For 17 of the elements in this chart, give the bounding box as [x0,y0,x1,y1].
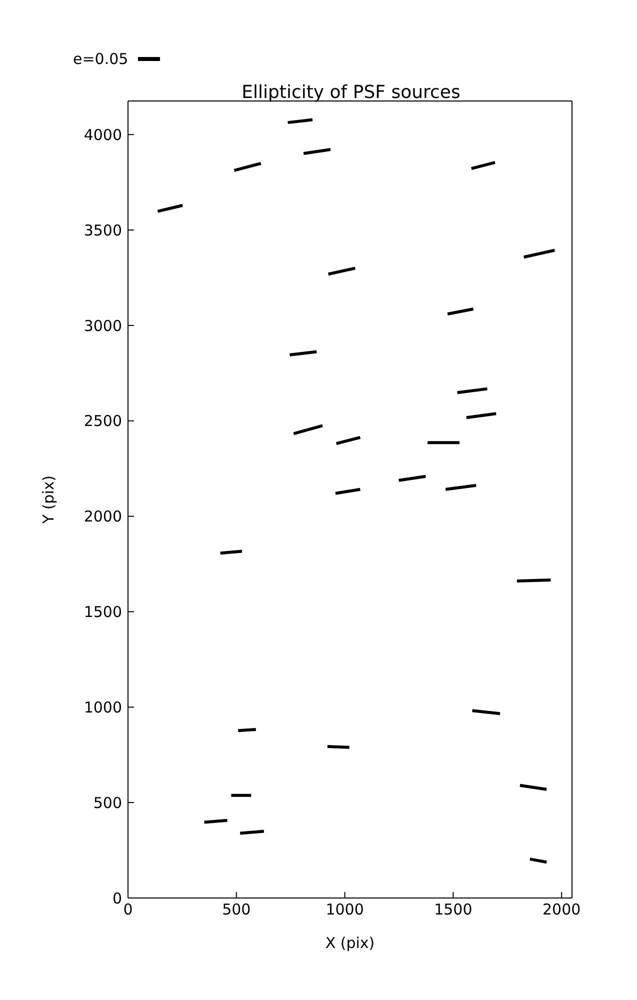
y-tick-label: 2000 [84,508,122,526]
x-axis-title: X (pix) [325,934,375,952]
y-tick-label: 1500 [84,603,122,622]
y-tick-label: 4000 [84,126,122,144]
x-tick-label: 2000 [542,900,581,919]
y-tick-label: 2500 [84,412,122,430]
y-tick-label: 0 [112,889,122,908]
x-tick-label: 500 [222,900,251,919]
y-tick-label: 3000 [84,316,122,335]
y-tick-label: 1000 [84,698,122,716]
text: e=0.05 [73,50,128,68]
y-axis-title: Y (pix) [39,475,58,525]
y-tick-label: 3500 [84,221,122,240]
y-tick-label: 500 [93,794,122,812]
x-tick-label: 1000 [326,900,364,919]
chart-title: Ellipticity of PSF sources [240,82,462,103]
x-tick-label: 1500 [434,900,472,919]
